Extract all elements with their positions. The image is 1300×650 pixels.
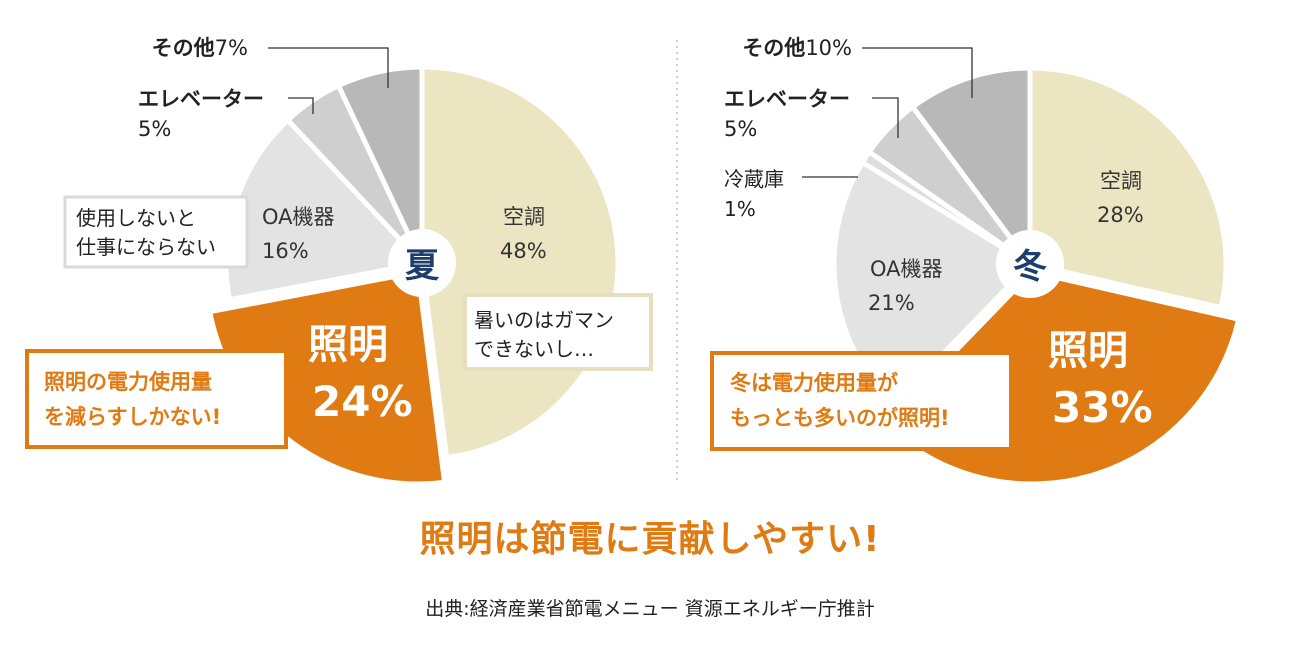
summer-label-other: その他7% — [152, 36, 248, 60]
summer-callout-oa: 使用しないと仕事にならない — [76, 206, 216, 259]
summer-callout-aircon: 暑いのはガマンできないし… — [474, 308, 614, 361]
winter-label-fridge-name: 冷蔵庫 — [724, 167, 784, 191]
summer-label-oa-name: OA機器 — [262, 205, 335, 229]
summer-slice-lighting — [207, 269, 448, 487]
winter-label-aircon-name: 空調 — [1100, 169, 1142, 193]
winter-label-aircon-value: 28% — [1097, 203, 1144, 227]
summer-label-elevator-name: エレベーター — [138, 87, 264, 111]
winter-callout-lighting-box — [710, 351, 1013, 451]
summer-label-aircon-name: 空調 — [503, 205, 545, 229]
summer-label-lighting-value: 24% — [312, 377, 413, 426]
summer-elevator-leader — [288, 97, 314, 114]
summer-callout-oa-box — [63, 195, 249, 269]
summer-season-badge — [388, 229, 456, 297]
winter-label-other: その他10% — [742, 36, 852, 60]
summer-label-lighting-name: 照明 — [308, 322, 388, 368]
winter-label-lighting-value: 33% — [1052, 383, 1153, 432]
winter-callout-lighting: 冬は電力使用量がもっとも多いのが照明! — [730, 371, 950, 430]
winter-label-elevator-value: 5% — [724, 117, 757, 141]
summer-callout-lighting: 照明の電力使用量を減らすしかない! — [44, 370, 221, 429]
winter-label-oa-value: 21% — [868, 291, 915, 315]
winter-label-fridge-value: 1% — [724, 197, 756, 221]
headline: 照明は節電に貢献しやすい! — [419, 519, 881, 560]
summer-label-elevator-value: 5% — [138, 117, 171, 141]
winter-label-elevator-name: エレベーター — [724, 87, 850, 111]
winter-season-badge — [996, 230, 1064, 298]
winter-other-leader — [862, 47, 973, 98]
winter-season-label: 冬 — [1013, 247, 1047, 287]
winter-label-lighting-name: 照明 — [1048, 328, 1128, 374]
summer-callout-aircon-box — [463, 293, 653, 371]
summer-other-leader — [268, 47, 389, 88]
source-note: 出典:経済産業省節電メニュー 資源エネルギー庁推計 — [425, 598, 875, 620]
winter-slice-aircon — [1027, 65, 1229, 311]
summer-season-label: 夏 — [405, 246, 440, 286]
summer-callout-lighting-box — [25, 349, 288, 449]
winter-label-oa-name: OA機器 — [870, 257, 943, 281]
summer-slice-other — [336, 64, 425, 266]
winter-elevator-leader — [872, 97, 899, 138]
winter-slice-other — [910, 65, 1033, 267]
summer-label-oa-value: 16% — [262, 239, 309, 263]
summer-label-aircon-value: 48% — [500, 239, 547, 263]
